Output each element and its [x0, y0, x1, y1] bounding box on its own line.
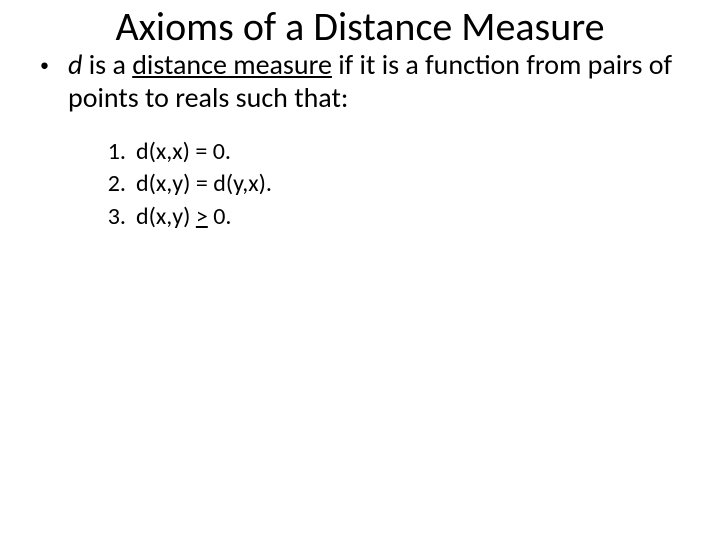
bullet-underlined: distance measure — [132, 47, 332, 82]
list-item: 3. d(x,y) > 0. — [96, 201, 690, 233]
list-number: 3. — [96, 201, 136, 233]
list-number: 1. — [96, 136, 136, 168]
variable-d: d — [68, 47, 82, 82]
bullet-item: • d is a distance measure if it is a fun… — [38, 48, 690, 114]
list-item: 1. d(x,x) = 0. — [96, 136, 690, 168]
bullet-text: d is a distance measure if it is a funct… — [68, 48, 690, 114]
list-text: d(x,x) = 0. — [136, 136, 231, 168]
numbered-list: 1. d(x,x) = 0. 2. d(x,y) = d(y,x). 3. d(… — [96, 136, 690, 233]
list-number: 2. — [96, 168, 136, 200]
bullet-pre: is a — [82, 47, 132, 82]
axiom3-pre: d(x,y) — [136, 202, 196, 231]
slide-title: Axioms of a Distance Measure — [0, 6, 720, 48]
list-item: 2. d(x,y) = d(y,x). — [96, 168, 690, 200]
slide-body: • d is a distance measure if it is a fun… — [38, 48, 690, 233]
axiom3-post: 0. — [208, 202, 232, 231]
slide: Axioms of a Distance Measure • d is a di… — [0, 0, 720, 540]
bullet-marker: • — [38, 48, 68, 82]
list-text: d(x,y) > 0. — [136, 201, 231, 233]
list-text: d(x,y) = d(y,x). — [136, 168, 272, 200]
ge-symbol: > — [196, 202, 208, 231]
